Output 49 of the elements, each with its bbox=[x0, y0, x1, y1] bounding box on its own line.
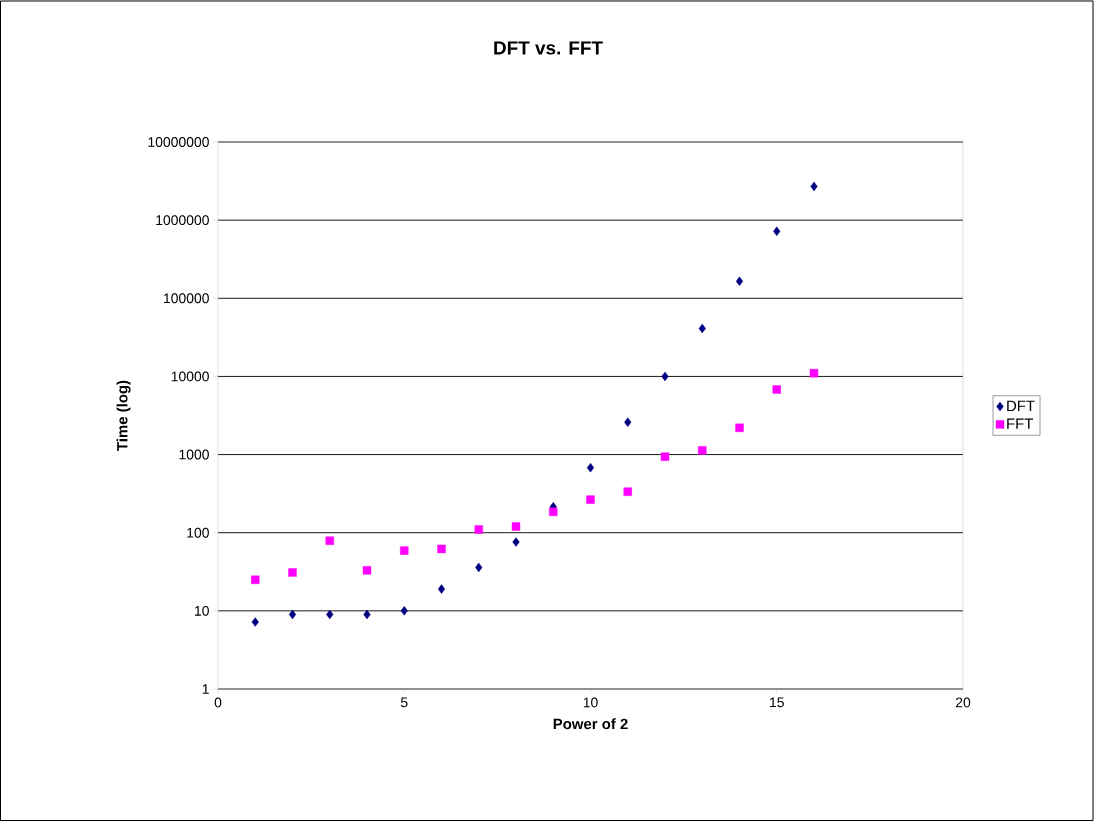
x-tick-label: 10 bbox=[583, 697, 598, 708]
point bbox=[586, 495, 595, 504]
x-tick-label: 0 bbox=[214, 697, 222, 708]
point bbox=[660, 452, 670, 461]
y-tick-label: 100 bbox=[187, 527, 209, 538]
point bbox=[624, 417, 632, 427]
point bbox=[623, 487, 632, 496]
point bbox=[735, 423, 744, 433]
point bbox=[549, 507, 558, 517]
y-tick-label: 100000 bbox=[164, 293, 209, 304]
point bbox=[362, 566, 372, 575]
point bbox=[251, 617, 259, 627]
point bbox=[773, 226, 781, 236]
point bbox=[586, 462, 595, 473]
point bbox=[400, 606, 408, 616]
point bbox=[475, 562, 483, 573]
point bbox=[325, 536, 334, 545]
y-tick-label: 1000000 bbox=[156, 215, 209, 226]
legend-label: FFT bbox=[1007, 418, 1034, 429]
point bbox=[772, 385, 781, 394]
y-tick-label: 10 bbox=[195, 605, 209, 616]
point bbox=[809, 369, 819, 378]
point bbox=[661, 371, 669, 382]
y-tick-label: 1000 bbox=[179, 449, 209, 460]
point bbox=[437, 584, 446, 594]
x-tick-label: 15 bbox=[770, 697, 784, 708]
y-tick-label: 10000000 bbox=[148, 137, 209, 147]
y-tick-label: 10000 bbox=[171, 371, 209, 382]
point bbox=[810, 181, 818, 192]
x-tick-label: 20 bbox=[955, 697, 971, 708]
chart-title: DFT vs. FFT bbox=[494, 41, 603, 55]
point bbox=[288, 609, 297, 620]
legend-label: DFT bbox=[1007, 400, 1035, 412]
point bbox=[363, 609, 371, 620]
x-axis-title: Power of 2 bbox=[553, 718, 628, 730]
x-tick-label: 5 bbox=[400, 697, 408, 708]
y-axis-title: Time (log) bbox=[116, 380, 131, 451]
point bbox=[400, 546, 409, 555]
point bbox=[474, 525, 483, 534]
point bbox=[251, 575, 260, 584]
point bbox=[511, 522, 521, 531]
point bbox=[735, 276, 744, 286]
point bbox=[698, 446, 707, 455]
point bbox=[288, 568, 297, 577]
y-tick-label: 1 bbox=[202, 684, 209, 694]
point bbox=[512, 537, 520, 547]
point bbox=[437, 544, 446, 554]
point bbox=[326, 609, 334, 620]
point bbox=[698, 323, 706, 334]
